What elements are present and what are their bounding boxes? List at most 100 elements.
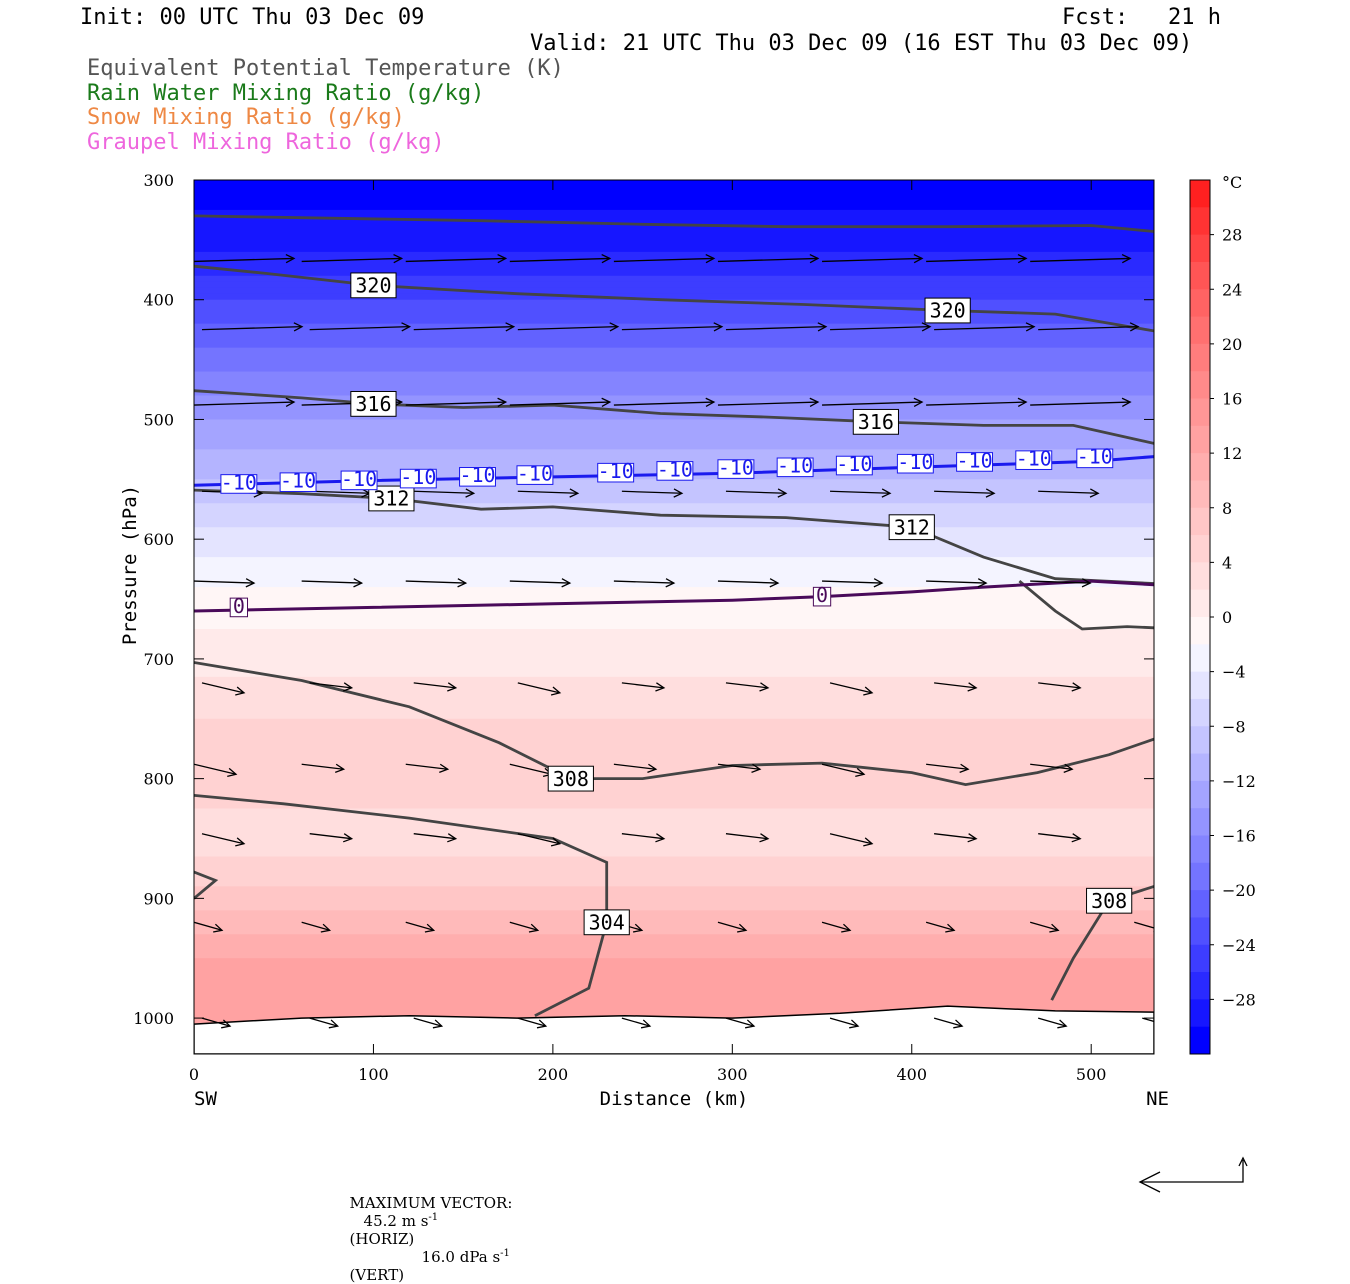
wind-arrow — [1030, 763, 1074, 773]
wind-arrow-shaft — [934, 682, 977, 689]
wind-arrow-shaft — [717, 763, 761, 770]
isotherm-label: -10 — [220, 470, 258, 494]
contour-label-text: 0 — [233, 594, 245, 618]
temperature-band — [194, 305, 1154, 313]
colorbar-tick-label: 24 — [1222, 280, 1242, 299]
contour-label-box — [547, 765, 594, 792]
temperature-band — [194, 892, 1154, 899]
colorbar-swatch — [1190, 917, 1210, 946]
temperature-band — [194, 353, 1154, 361]
theta-e-label: 320 — [924, 297, 971, 324]
wind-arrow — [509, 578, 572, 588]
wind-arrow-head — [985, 488, 996, 498]
temperature-band — [194, 856, 1154, 864]
wind-arrow — [830, 488, 892, 498]
colorbar-swatch — [1190, 1026, 1210, 1055]
ground-surface — [194, 1005, 1154, 1054]
wind-arrow-shaft — [309, 490, 370, 494]
theta-e-label: 308 — [1086, 887, 1133, 914]
temperature-band — [194, 281, 1154, 289]
wind-arrow — [934, 833, 978, 843]
temperature-band — [194, 724, 1154, 732]
wind-arrow-head — [959, 763, 970, 773]
temperature-band — [194, 988, 1154, 995]
wind-arrow-shaft — [1030, 921, 1059, 931]
contour-label-text: -10 — [400, 465, 436, 489]
wind-arrow-head — [1071, 833, 1082, 843]
contour-label-text: -10 — [517, 461, 553, 485]
theta-e-line — [194, 214, 1154, 233]
contour-label-box — [956, 452, 994, 472]
temperature-band — [194, 766, 1154, 774]
wind-arrow-head — [705, 253, 716, 264]
wind-arrow-shaft — [405, 580, 466, 584]
contour-label-text: -10 — [718, 455, 754, 479]
wind-arrow — [413, 488, 476, 498]
temperature-band — [194, 413, 1154, 421]
theta-e-line — [194, 389, 1154, 445]
isotherm-label: -10 — [340, 467, 378, 491]
wind-arrow-shaft — [509, 257, 610, 263]
wind-arrow-shaft — [194, 257, 295, 263]
temperature-band — [194, 808, 1154, 816]
temperature-band — [194, 611, 1154, 618]
wind-arrow-shaft — [1030, 763, 1073, 770]
wind-arrow — [821, 763, 866, 778]
contour-label-text: -10 — [280, 469, 316, 493]
wind-arrow-head — [967, 833, 978, 843]
wind-arrow — [717, 253, 820, 264]
wind-arrow-head — [1017, 397, 1028, 407]
colorbar-swatch — [1190, 453, 1210, 481]
colorbar: °C 28 24 20 16 12 8 4 0 −4 −8 −12 −16 −20 −24 −28 — [1189, 173, 1256, 1055]
wind-arrow — [613, 763, 658, 773]
colorbar-swatch — [1190, 972, 1210, 1000]
y-tick-label: 600 — [143, 530, 174, 549]
max-vector-note: MAXIMUM VECTOR: 45.2 m s-1 (HORIZ) 16.0 … — [340, 1176, 513, 1284]
wind-arrow — [301, 763, 346, 773]
wind-arrow-shaft — [201, 682, 245, 694]
horiz-tag: (HORIZ) — [349, 1230, 415, 1248]
wind-arrow-head — [497, 253, 508, 264]
wind-arrow — [1038, 1017, 1068, 1029]
field-legend-item: Equivalent Potential Temperature (K) — [87, 56, 564, 81]
colorbar-swatch — [1190, 398, 1210, 427]
below-ground-mask — [194, 1005, 1154, 1054]
wind-arrow-head — [817, 322, 828, 332]
wind-arrow — [413, 322, 516, 332]
wind-arrow-head — [863, 686, 874, 696]
temperature-band — [194, 814, 1154, 822]
theta-e-label: 304 — [583, 909, 630, 936]
wind-arrow-head — [913, 253, 924, 264]
colorbar-swatch — [1190, 234, 1210, 263]
wind-arrow — [613, 397, 716, 407]
wind-arrow-head — [1089, 488, 1100, 498]
y-tick-label: 1000 — [133, 1009, 174, 1028]
contour-label-box — [350, 390, 397, 417]
wind-arrow-shaft — [194, 763, 237, 775]
wind-arrow-head — [342, 682, 354, 692]
field-legend-item: Rain Water Mixing Ratio (g/kg) — [87, 80, 485, 106]
wind-arrow — [1134, 921, 1154, 933]
wind-arrow-shaft — [509, 763, 552, 775]
wind-arrow-shaft — [413, 833, 456, 840]
colorbar-tick-label: 28 — [1222, 226, 1242, 245]
wind-arrow-head — [673, 488, 684, 498]
contour-label-text: 320 — [930, 299, 966, 323]
wind-arrow-head — [1121, 253, 1132, 264]
wind-arrow — [194, 763, 238, 778]
contour-label-text: -10 — [777, 454, 813, 478]
temperature-band — [194, 425, 1154, 433]
contour-label-box — [279, 472, 317, 492]
temperature-band — [194, 209, 1154, 217]
temperature-band — [194, 491, 1154, 498]
wind-arrow — [621, 1017, 652, 1029]
colorbar-swatch — [1190, 507, 1210, 536]
wind-arrow — [725, 833, 770, 843]
colorbar-swatch — [1190, 480, 1210, 509]
temperature-band — [194, 670, 1154, 678]
wind-vectors — [194, 253, 1154, 1029]
wind-arrow-head — [550, 686, 562, 696]
temperature-band — [194, 563, 1154, 570]
wind-arrow — [621, 833, 666, 843]
wind-arrow-head — [334, 763, 346, 773]
